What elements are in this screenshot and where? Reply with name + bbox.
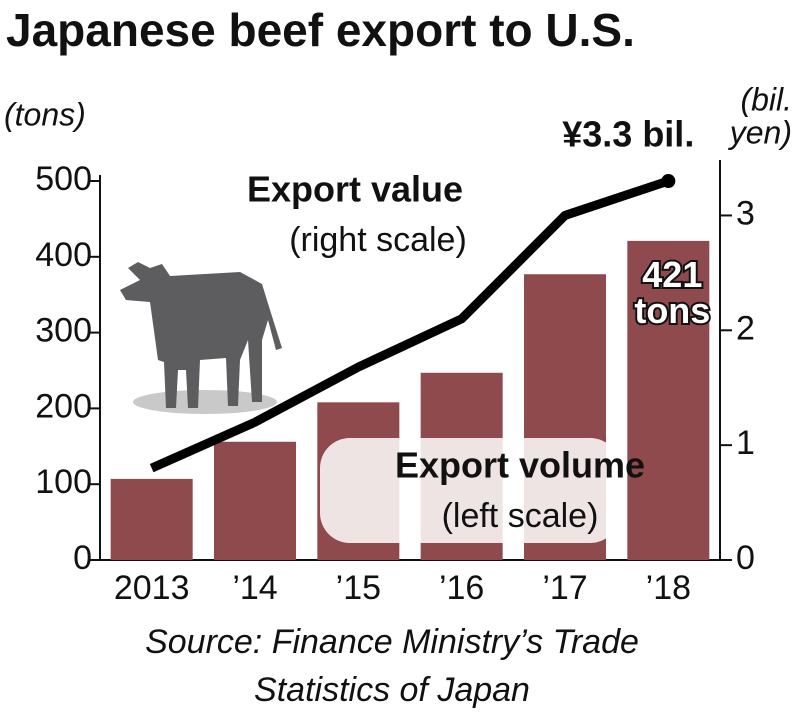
chart-title: Japanese beef export to U.S. (6, 4, 635, 56)
source-note: Source: Finance Ministry’s Trade (145, 623, 639, 661)
y2-tick-label: 0 (736, 539, 755, 577)
line (149, 176, 670, 473)
bar (110, 478, 193, 560)
bar (214, 441, 296, 560)
bar (627, 240, 710, 560)
x-tick-label: ’17 (542, 569, 587, 607)
x-tick-label: ’14 (232, 569, 277, 607)
y-tick-label: 100 (35, 463, 92, 501)
line-value-label: ¥3.3 bil. (562, 114, 694, 155)
y-tick-label: 400 (35, 236, 92, 274)
y2-tick-label: 2 (736, 309, 755, 347)
y-axis-label: (tons) (4, 96, 86, 132)
y-tick-label: 200 (35, 387, 92, 425)
y2-axis-label: (bil. (740, 81, 792, 117)
cow-icon (120, 262, 282, 414)
label-glow (320, 438, 620, 543)
y2-tick-label: 3 (736, 194, 755, 232)
line-point (661, 174, 676, 188)
y-tick-label: 300 (35, 312, 92, 350)
series-label: Export value (247, 169, 463, 210)
x-tick-label: ’18 (646, 569, 691, 607)
x-tick-label: 2013 (114, 569, 190, 607)
series-label: Export volume (395, 445, 645, 486)
bar-value-label: 421 tons (634, 253, 710, 330)
y2-tick-label: 1 (736, 424, 755, 462)
series-note: (right scale) (289, 221, 467, 259)
source-note: Statistics of Japan (254, 671, 530, 709)
series-note: (left scale) (442, 497, 599, 535)
x-tick-label: ’16 (439, 569, 484, 607)
y2-axis-label: yen) (728, 114, 792, 150)
y-tick-label: 0 (73, 539, 92, 577)
x-tick-label: ’15 (336, 569, 381, 607)
y-tick-label: 500 (35, 160, 92, 198)
